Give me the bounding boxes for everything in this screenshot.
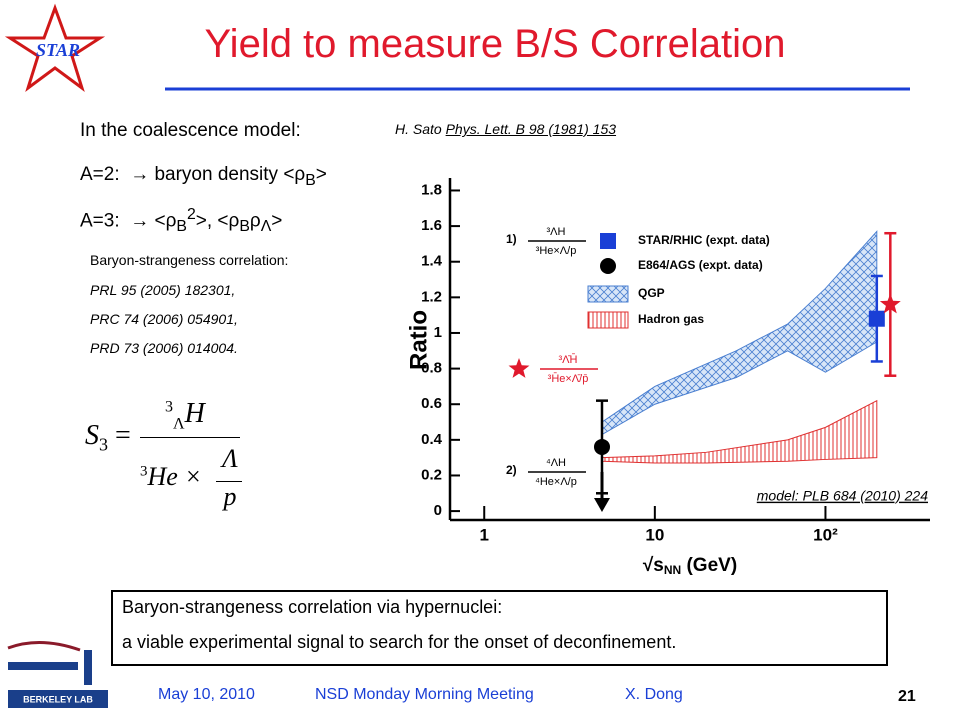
y-tick-label: 0.6: [421, 395, 442, 412]
legend-label: E864/AGS (expt. data): [638, 258, 763, 272]
ref: PRC 74 (2006) 054901,: [90, 311, 238, 327]
he: He ×: [147, 462, 202, 491]
y-tick-label: 1.4: [421, 253, 443, 270]
x-tick-label: 10: [645, 525, 664, 544]
run: ρ: [249, 210, 261, 232]
citation: H. Sato Phys. Lett. B 98 (1981) 153: [395, 121, 616, 137]
fraction-bar: [140, 437, 240, 438]
hadron-band: [601, 399, 878, 464]
x-tick-label: 10²: [813, 525, 838, 544]
page-number: 21: [898, 688, 916, 705]
y-tick-label: 0.2: [421, 466, 442, 483]
limit-arrow: [593, 498, 610, 512]
run: 2: [186, 206, 196, 223]
ref: Phys. Lett. B 98 (1981) 153: [445, 121, 617, 137]
x-label-part: (GeV): [681, 555, 737, 576]
anti-point: [879, 293, 901, 314]
lab-name: BERKELEY LAB: [23, 694, 93, 704]
ratio-num: ³ΛH: [547, 226, 566, 238]
x-label-part: √: [643, 555, 654, 576]
x-tick-label: 1: [480, 525, 489, 544]
run: >: [315, 164, 327, 185]
eq: =: [115, 420, 131, 451]
legend-star: [600, 233, 616, 249]
s: S: [85, 420, 99, 451]
sup: 3: [165, 398, 173, 416]
y-tick-label: 1.2: [421, 288, 442, 305]
e864-point: [593, 438, 610, 455]
run: B: [305, 171, 316, 189]
ref: PRD 73 (2006) 014004.: [90, 340, 238, 356]
author: H. Sato: [395, 121, 442, 137]
ratio-den: ⁴He×Λ/p: [535, 476, 577, 488]
h: H: [184, 398, 205, 429]
lab-logo: [7, 640, 108, 708]
run: B: [176, 218, 187, 236]
run: baryon density <ρ: [154, 164, 306, 185]
footer-meeting: NSD Monday Morning Meeting: [315, 686, 534, 703]
summary-box: [111, 590, 888, 666]
arrow: →: [130, 210, 150, 232]
inner-bar: [216, 481, 242, 482]
y-axis-label: Ratio: [405, 310, 432, 370]
legend-e864: [600, 258, 616, 274]
label: A=3:: [80, 210, 120, 232]
run: B: [239, 218, 250, 236]
formula-den: 3He ×: [140, 462, 202, 492]
x-label-part: s: [653, 555, 664, 576]
run: >, <ρ: [195, 210, 240, 232]
intro: In the coalescence model:: [80, 120, 301, 141]
label: A=2:: [80, 164, 120, 185]
footer-date: May 10, 2010: [158, 686, 255, 703]
sub: Λ: [173, 415, 185, 433]
box-line: a viable experimental signal to search f…: [122, 632, 677, 652]
ratio-num: ⁴ΛH: [546, 457, 566, 469]
run: <ρ: [154, 210, 177, 232]
legend-label: Hadron gas: [638, 312, 704, 326]
ref: PRL 95 (2005) 182301,: [90, 282, 236, 298]
ratio-num: ³Λ̄H̄: [559, 353, 578, 366]
formula-lhs: S3 =: [85, 420, 131, 456]
s-sub: 3: [99, 434, 108, 455]
footer-author: X. Dong: [625, 686, 683, 703]
y-tick-label: 1.6: [421, 217, 442, 234]
model-note: model: PLB 684 (2010) 224: [757, 488, 928, 504]
ratio-den: ³H̄e×Λ̄/p̄: [548, 372, 589, 385]
ratio-tag: 2): [506, 463, 517, 477]
ref-head: Baryon-strangeness correlation:: [90, 252, 289, 268]
inner-num: Λ: [222, 444, 238, 473]
y-tick-label: 1: [434, 324, 442, 341]
x-axis-label: √sNN (GeV): [643, 555, 737, 577]
legend-label: QGP: [638, 286, 665, 300]
inner-den: p: [223, 482, 237, 511]
title: Yield to measure B/S Correlation: [204, 22, 786, 66]
legend-label: STAR/RHIC (expt. data): [638, 233, 770, 247]
arrow: →: [130, 164, 150, 185]
ratio-tag: 1): [506, 232, 517, 246]
legend-qgp: [587, 285, 629, 303]
x-label-part: NN: [664, 563, 681, 577]
y-tick-label: 0.8: [421, 360, 442, 377]
star-logo: [4, 3, 106, 92]
logo-text: STAR: [36, 40, 80, 60]
star-point: [868, 310, 885, 327]
y-tick-label: 1.8: [421, 181, 442, 198]
ratio-den: ³He×Λ/p: [536, 245, 577, 257]
box-line: Baryon-strangeness correlation via hyper…: [122, 597, 503, 617]
run: >: [271, 210, 283, 232]
formula-num: 3ΛH: [165, 398, 205, 434]
run: Λ: [260, 218, 272, 236]
y-tick-label: 0.4: [421, 431, 443, 448]
y-tick-label: 0: [434, 502, 442, 519]
a2-line: A=2: → baryon density <ρB>: [80, 164, 327, 190]
a3-line: A=3: → <ρB2>, <ρBρΛ>: [80, 206, 282, 236]
sup: 3: [140, 463, 148, 480]
legend-hadron: [587, 311, 629, 329]
legend-star: [508, 358, 530, 378]
